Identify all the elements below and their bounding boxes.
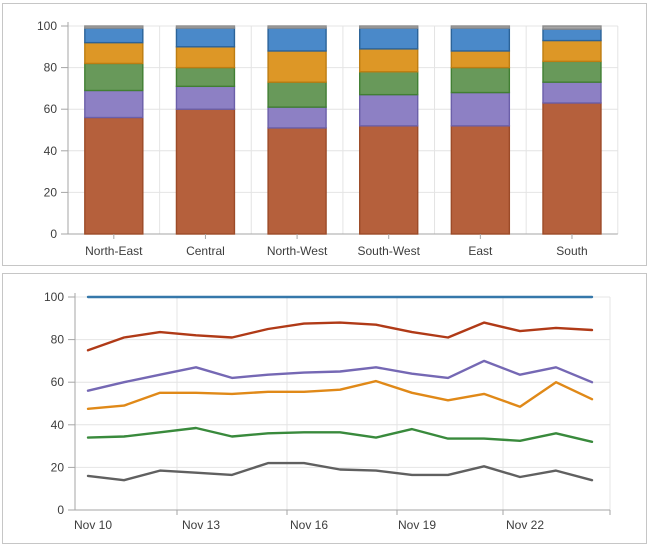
bar-segment-segment-rust — [359, 125, 419, 235]
bar-segment-segment-green — [450, 66, 511, 94]
line-chart-panel: 0 20 40 60 80 100 Nov 10 Nov 13 Nov 16 Nov 19 Nov … — [2, 273, 647, 544]
bar-segment-segment-orange — [267, 50, 327, 83]
bar-segment-segment-green — [84, 62, 144, 92]
x-tick-label: Nov 22 — [506, 518, 544, 532]
bar-segment-segment-green — [359, 71, 419, 96]
bar-segment-segment-purple — [450, 91, 511, 127]
bar-segment-segment-rust — [450, 125, 511, 235]
y-tick-label: 80 — [51, 333, 65, 347]
bar-segment-segment-rust — [542, 102, 602, 235]
bar-segment-segment-purple — [175, 85, 236, 110]
bar-segment-segment-gray — [84, 25, 144, 29]
bar-segment-segment-gray — [175, 25, 236, 29]
bar-segment-segment-rust — [84, 116, 144, 235]
bar-segment-segment-green — [267, 81, 327, 108]
line-chart: 0 20 40 60 80 100 Nov 10 Nov 13 Nov 16 Nov 19 Nov … — [44, 290, 611, 532]
stacked-bar-chart-panel: 0 20 40 60 80 100 North-East Central North-West S… — [2, 3, 647, 266]
bar-segment-segment-orange — [84, 41, 144, 65]
category-label: South — [556, 244, 587, 258]
bar-segment-segment-orange — [450, 50, 511, 69]
category-label: South-West — [357, 244, 420, 258]
x-tick-label: Nov 16 — [290, 518, 328, 532]
line-orange — [86, 379, 594, 411]
bar-segment-segment-purple — [542, 81, 602, 104]
bar-segment-segment-green — [542, 60, 602, 83]
bar-segment-segment-green — [175, 66, 236, 88]
bar-segment-segment-orange — [542, 39, 602, 63]
y-tick-label: 40 — [51, 418, 65, 432]
line-red — [86, 321, 594, 352]
y-tick-label: 100 — [37, 19, 57, 33]
y-tick-label: 80 — [44, 61, 58, 75]
bar-segment-segment-orange — [175, 46, 236, 69]
bar-segment-segment-gray — [267, 25, 327, 29]
bar-segment-segment-gray — [542, 25, 602, 30]
bar-segment-segment-blue — [175, 27, 236, 48]
line-green — [86, 426, 594, 444]
category-label: North-East — [85, 244, 143, 258]
y-tick-label: 40 — [44, 144, 58, 158]
stacked-bar-chart: 0 20 40 60 80 100 North-East Central North-West S… — [37, 19, 619, 258]
y-tick-label: 60 — [44, 102, 58, 116]
x-tick-label: Nov 13 — [182, 518, 220, 532]
bar-segment-segment-rust — [175, 108, 236, 235]
category-label: Central — [186, 244, 225, 258]
bar-segment-segment-purple — [359, 93, 419, 127]
x-tick-label: Nov 19 — [398, 518, 436, 532]
bar-segment-segment-gray — [359, 25, 419, 29]
y-tick-label: 20 — [44, 185, 58, 199]
y-tick-label: 0 — [57, 503, 64, 517]
bar-segment-segment-orange — [359, 48, 419, 73]
bar-segment-segment-blue — [450, 27, 511, 52]
line-gray — [86, 461, 594, 482]
bar-segment-segment-purple — [267, 106, 327, 129]
bar-segment-segment-blue — [267, 27, 327, 52]
y-tick-label: 60 — [51, 375, 65, 389]
y-tick-label: 20 — [51, 460, 65, 474]
bar-segment-segment-blue — [359, 27, 419, 50]
bar-segment-segment-gray — [450, 25, 511, 29]
y-tick-label: 100 — [44, 290, 64, 304]
y-tick-label: 0 — [50, 227, 57, 241]
bar-segment-segment-rust — [267, 127, 327, 235]
category-label: North-West — [267, 244, 328, 258]
bar-segment-segment-blue — [542, 28, 602, 42]
x-tick-label: Nov 10 — [74, 518, 112, 532]
line-purple — [86, 359, 594, 392]
bar-segment-segment-purple — [84, 89, 144, 119]
bar-segment-segment-blue — [84, 27, 144, 44]
category-label: East — [468, 244, 493, 258]
